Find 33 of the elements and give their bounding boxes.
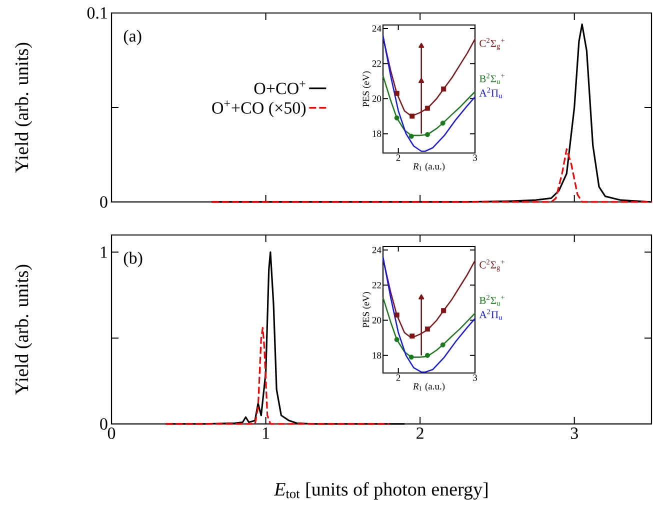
x-tick-label: 3 <box>473 154 477 161</box>
y-tick-label: 1 <box>100 246 107 258</box>
y-axis-title: Yield (arb. units) <box>14 264 32 395</box>
y-axis-title: PES (eV) <box>362 292 372 328</box>
x-tick-label: 3 <box>473 374 477 381</box>
x-tick-label: 2 <box>416 428 424 439</box>
y-tick-label: 20 <box>372 317 382 324</box>
x-tick-label: 0 <box>108 428 116 439</box>
series-label: A$^{2}$Π$_{u}$ <box>479 88 502 98</box>
x-tick-label: 2 <box>396 374 400 381</box>
y-tick-label: 20 <box>372 95 382 102</box>
series-label: A$^{2}$Π$_{u}$ <box>479 309 502 320</box>
x-tick-label: 2 <box>396 154 400 161</box>
annotation: (b) <box>124 252 142 268</box>
y-tick-label: 22 <box>372 282 381 288</box>
y-tick-label: 0 <box>100 418 108 430</box>
legend-label: O+CO$^{+}$ <box>254 81 306 94</box>
x-axis-title: E$_{tot}$ [units of photon energy] <box>274 482 488 500</box>
y-tick-label: 18 <box>372 130 382 137</box>
y-axis-title: Yield (arb. units) <box>14 42 32 173</box>
y-tick-label: 24 <box>372 246 382 254</box>
y-tick-label: 0 <box>100 196 108 208</box>
y-axis-title: PES (eV) <box>362 71 372 107</box>
x-axis-title: R$_{1}$ (a.u.) <box>412 382 445 392</box>
x-tick-label: 3 <box>570 428 578 439</box>
legend-label: O$^{+}$+CO (×50) <box>212 100 306 118</box>
y-tick-label: 18 <box>372 352 382 359</box>
y-tick-label: 0.1 <box>87 7 107 19</box>
x-axis-title: R$_{1}$ (a.u.) <box>412 162 445 172</box>
y-tick-label: 24 <box>372 25 382 32</box>
y-tick-label: 22 <box>372 60 381 67</box>
x-tick-label: 1 <box>263 428 270 439</box>
annotation: (a) <box>124 30 142 46</box>
